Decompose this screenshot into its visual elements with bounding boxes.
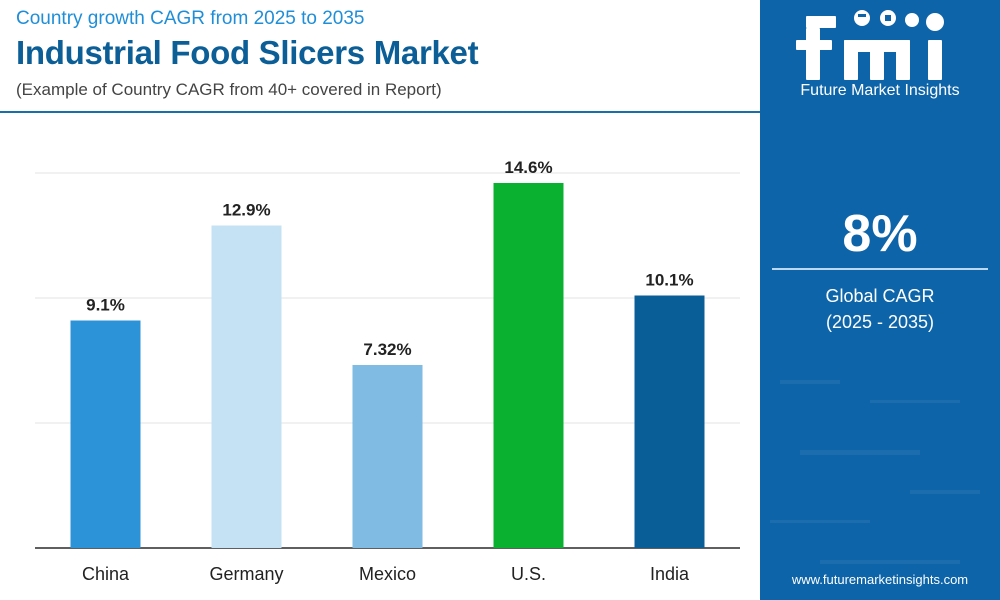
website-link[interactable]: www.futuremarketinsights.com xyxy=(791,572,969,587)
bar-chart: 9.1% China 12.9% Germany 7.32% Mexico 14.6% U.S… xyxy=(0,113,760,600)
bar-china xyxy=(70,320,141,548)
chart-note: (Example of Country CAGR from 40+ covere… xyxy=(16,80,442,99)
chart-subtitle: Country growth CAGR from 2025 to 2035 xyxy=(16,8,365,29)
chart-header: Country growth CAGR from 2025 to 2035 In… xyxy=(0,0,760,113)
chart-title: Industrial Food Slicers Market xyxy=(16,34,479,71)
sidebar-divider xyxy=(772,268,988,270)
header-divider xyxy=(0,111,760,113)
category-label-china: China xyxy=(82,564,130,584)
bar-germany xyxy=(211,225,282,548)
summary-sidebar: Future Market Insights 8% Global CAGR (2… xyxy=(760,0,1000,600)
value-label-germany: 12.9% xyxy=(222,201,270,220)
value-label-china: 9.1% xyxy=(86,296,125,315)
logo-caption: Future Market Insights xyxy=(800,82,960,99)
bars xyxy=(70,183,705,548)
bar-mexico xyxy=(352,365,423,548)
category-label-india: India xyxy=(650,564,690,584)
sidebar-texture xyxy=(770,380,980,564)
value-label-india: 10.1% xyxy=(645,271,693,290)
labels: 9.1% China 12.9% Germany 7.32% Mexico 14.6% U.S… xyxy=(82,158,694,584)
global-cagr-label: Global CAGR xyxy=(825,286,935,306)
global-cagr-value: 8% xyxy=(842,205,918,263)
bar-u-s xyxy=(493,183,564,548)
value-label-mexico: 7.32% xyxy=(363,340,411,359)
bar-india xyxy=(634,295,705,548)
category-label-mexico: Mexico xyxy=(359,564,416,584)
category-label-u-s: U.S. xyxy=(511,564,546,584)
bar-chart-svg: 9.1% China 12.9% Germany 7.32% Mexico 14.6% U.S… xyxy=(35,158,740,584)
global-cagr-period: (2025 - 2035) xyxy=(825,312,935,332)
category-label-germany: Germany xyxy=(209,564,283,584)
value-label-u-s: 14.6% xyxy=(504,158,552,177)
fmi-logo xyxy=(796,10,944,80)
